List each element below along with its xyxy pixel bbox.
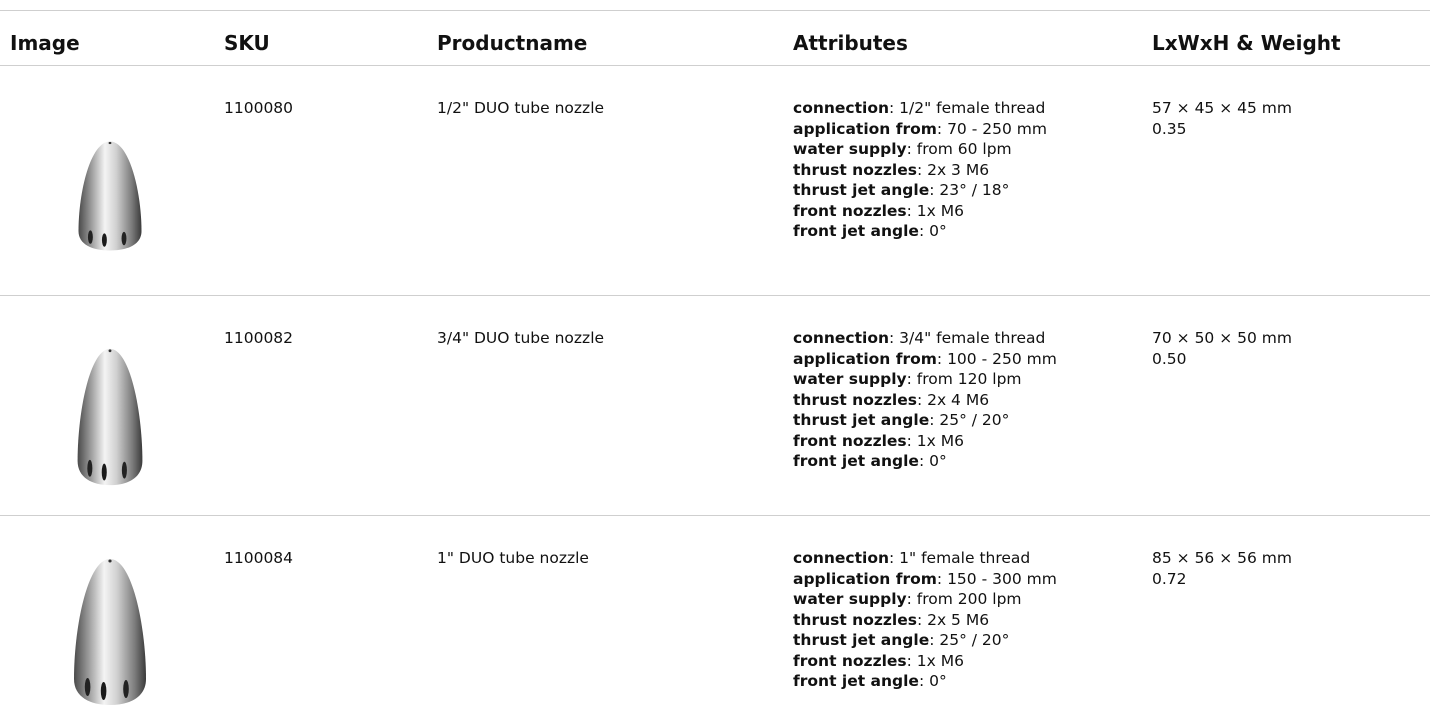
attribute: front jet angle: 0° — [793, 221, 1047, 242]
sku: 1100082 — [224, 329, 294, 347]
sku: 1100080 — [224, 99, 294, 117]
attribute: thrust jet angle: 23° / 18° — [793, 180, 1047, 201]
attribute: application from: 100 - 250 mm — [793, 349, 1057, 370]
attribute-value: : 0° — [918, 672, 947, 690]
dimensions-weight: 85 × 56 × 56 mm 0.72 — [1152, 548, 1292, 589]
attribute: connection: 1" female thread — [793, 548, 1057, 569]
attribute: thrust nozzles: 2x 4 M6 — [793, 390, 1057, 411]
product-name: 1/2" DUO tube nozzle — [437, 99, 605, 117]
attribute-label: water supply — [793, 590, 907, 608]
attribute-label: front nozzles — [793, 431, 907, 450]
attribute-label: thrust jet angle — [793, 181, 930, 199]
attribute-value: : from 120 lpm — [906, 370, 1022, 388]
attribute-label: connection — [793, 549, 890, 567]
attribute-value: : 2x 4 M6 — [916, 390, 990, 409]
row-border — [0, 515, 1430, 516]
attribute-label: front nozzles — [793, 201, 907, 220]
attribute-label: application from — [793, 569, 937, 588]
attributes: connection: 3/4" female thread applicatio… — [793, 328, 1057, 472]
attribute-value: : 70 - 250 mm — [936, 119, 1047, 138]
dimensions: 57 × 45 × 45 mm — [1152, 99, 1292, 117]
attribute-value: : 1" female thread — [889, 549, 1031, 567]
attribute: front nozzles: 1x M6 — [793, 431, 1057, 452]
weight: 0.50 — [1152, 349, 1187, 368]
column-header: Productname — [437, 31, 588, 55]
attribute-value: : 2x 5 M6 — [916, 610, 990, 629]
attribute-label: front jet angle — [793, 452, 919, 470]
attribute: thrust jet angle: 25° / 20° — [793, 630, 1057, 651]
dimensions: 85 × 56 × 56 mm — [1152, 549, 1292, 567]
attribute: water supply: from 60 lpm — [793, 139, 1047, 160]
attribute-label: water supply — [793, 140, 907, 158]
attributes: connection: 1/2" female thread applicatio… — [793, 98, 1047, 242]
attribute: application from: 70 - 250 mm — [793, 119, 1047, 140]
dimensions-weight: 70 × 50 × 50 mm 0.50 — [1152, 328, 1292, 369]
attribute-value: : 25° / 20° — [929, 631, 1010, 649]
attribute-label: thrust nozzles — [793, 390, 917, 409]
attribute-label: application from — [793, 119, 937, 138]
product-image — [78, 141, 142, 251]
attribute-value: : from 60 lpm — [906, 140, 1012, 158]
attribute-label: application from — [793, 349, 937, 368]
attribute-value: : 25° / 20° — [929, 411, 1010, 429]
column-header: SKU — [224, 31, 270, 55]
attribute-label: front nozzles — [793, 651, 907, 670]
dimensions: 70 × 50 × 50 mm — [1152, 329, 1292, 347]
column-header: LxWxH & Weight — [1152, 31, 1341, 55]
header-border — [0, 65, 1430, 66]
attribute: application from: 150 - 300 mm — [793, 569, 1057, 590]
attribute: front jet angle: 0° — [793, 451, 1057, 472]
attribute: thrust jet angle: 25° / 20° — [793, 410, 1057, 431]
attribute-label: connection — [793, 99, 890, 117]
attribute-value: : 1x M6 — [906, 431, 965, 450]
attribute-value: : 1x M6 — [906, 201, 965, 220]
table-top-border — [0, 10, 1430, 11]
attribute-value: : 1x M6 — [906, 651, 965, 670]
product-image — [74, 559, 146, 705]
attribute-value: : 0° — [918, 452, 947, 470]
attribute-value: : 2x 3 M6 — [916, 160, 990, 179]
attribute: thrust nozzles: 2x 3 M6 — [793, 160, 1047, 181]
attribute-label: front jet angle — [793, 222, 919, 240]
attribute-value: : 0° — [918, 222, 947, 240]
attribute-label: connection — [793, 329, 890, 347]
weight: 0.72 — [1152, 569, 1187, 588]
attribute-label: front jet angle — [793, 672, 919, 690]
attribute: water supply: from 200 lpm — [793, 589, 1057, 610]
column-header: Attributes — [793, 31, 908, 55]
attributes: connection: 1" female thread application … — [793, 548, 1057, 692]
attribute-label: water supply — [793, 370, 907, 388]
dimensions-weight: 57 × 45 × 45 mm 0.35 — [1152, 98, 1292, 139]
attribute-value: : 100 - 250 mm — [936, 349, 1057, 368]
product-image — [77, 348, 143, 486]
attribute-label: thrust nozzles — [793, 610, 917, 629]
attribute-label: thrust nozzles — [793, 160, 917, 179]
attribute-value: : 23° / 18° — [929, 181, 1010, 199]
product-name: 3/4" DUO tube nozzle — [437, 329, 605, 347]
attribute-value: : from 200 lpm — [906, 590, 1022, 608]
attribute-label: thrust jet angle — [793, 631, 930, 649]
product-name: 1" DUO tube nozzle — [437, 549, 589, 567]
attribute: front nozzles: 1x M6 — [793, 201, 1047, 222]
attribute: connection: 1/2" female thread — [793, 98, 1047, 119]
attribute-value: : 3/4" female thread — [889, 329, 1046, 347]
attribute-label: thrust jet angle — [793, 411, 930, 429]
row-border — [0, 295, 1430, 296]
attribute: water supply: from 120 lpm — [793, 369, 1057, 390]
sku: 1100084 — [224, 549, 294, 567]
attribute-value: : 150 - 300 mm — [936, 569, 1057, 588]
weight: 0.35 — [1152, 119, 1187, 138]
attribute: front nozzles: 1x M6 — [793, 651, 1057, 672]
attribute: front jet angle: 0° — [793, 671, 1057, 692]
attribute: thrust nozzles: 2x 5 M6 — [793, 610, 1057, 631]
column-header: Image — [10, 31, 80, 55]
attribute: connection: 3/4" female thread — [793, 328, 1057, 349]
attribute-value: : 1/2" female thread — [889, 99, 1046, 117]
